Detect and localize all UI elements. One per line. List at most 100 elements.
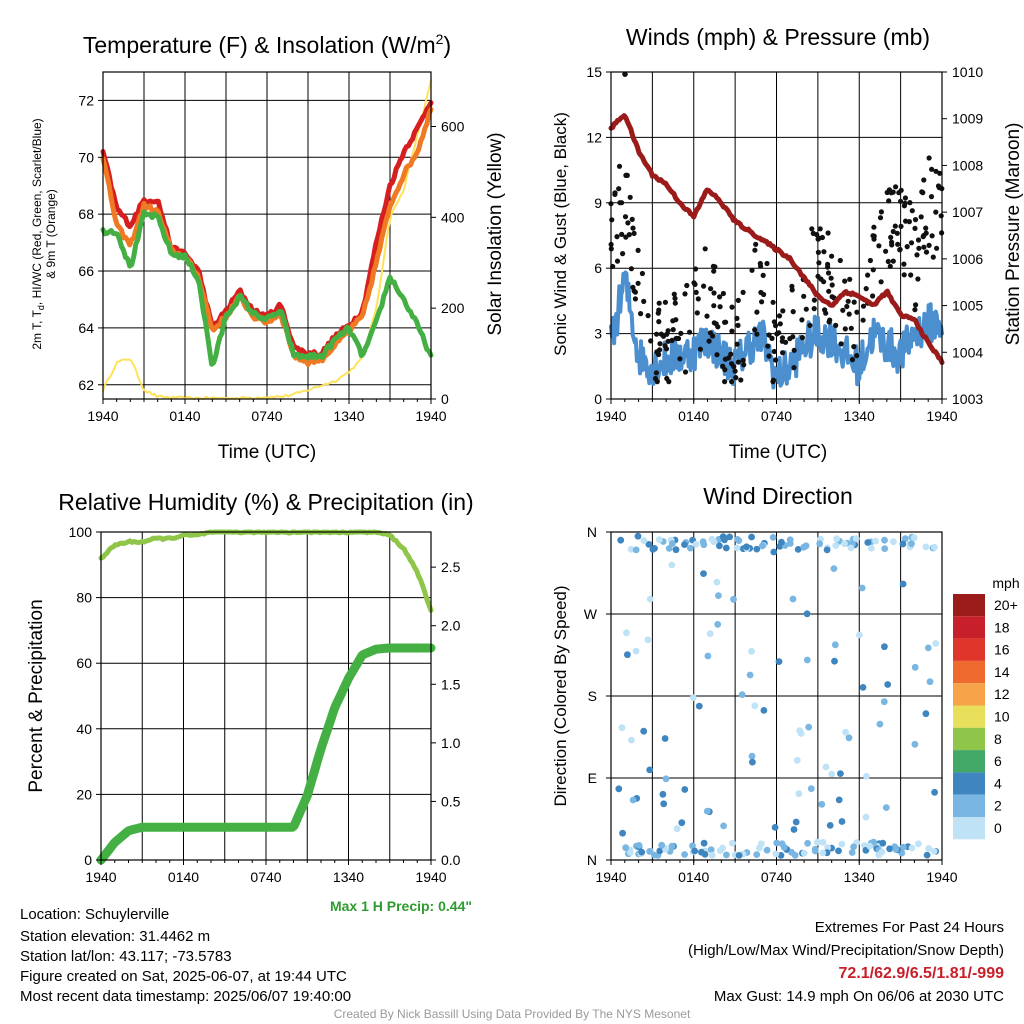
wind-gust-point-135: [766, 332, 772, 338]
rh-xtick-0: 1940: [85, 869, 116, 885]
temp-xtick-0: 1940: [87, 408, 118, 424]
dir-point-89: [899, 843, 907, 851]
wind-gust-point-242: [619, 200, 625, 206]
dir-point-228: [719, 533, 727, 541]
wind-gust-point-203: [732, 368, 738, 374]
wind-gust-point-173: [815, 249, 822, 255]
dir-point-253: [819, 838, 827, 846]
wind-gust-point-260: [635, 247, 641, 253]
dir-point-184: [911, 740, 919, 748]
rh-ytick-1: 20: [76, 786, 92, 802]
extremes-values: 72.1/62.9/6.5/1.81/-999: [838, 965, 1004, 982]
dir-point-237: [658, 841, 666, 849]
wind-ytick-0: 0: [594, 391, 602, 407]
wind-gust-point-143: [901, 261, 907, 267]
dir-point-255: [875, 851, 883, 859]
wind-gust-point-288: [687, 329, 693, 335]
rh-title: Relative Humidity (%) & Precipitation (i…: [58, 489, 473, 515]
dir-point-159: [828, 770, 836, 778]
wind-gust-point-78: [616, 186, 622, 192]
wind-gust-point-4: [694, 310, 700, 316]
wind-y2tick-3: 1006: [952, 251, 983, 267]
wind-gust-point-228: [697, 346, 704, 352]
dir-point-96: [681, 851, 688, 858]
dir-point-167: [769, 534, 777, 541]
wind-gust-point-128: [892, 223, 898, 229]
extremes-title: Extremes For Past 24 Hours: [814, 919, 1004, 936]
wind-gust-point-36: [616, 163, 623, 169]
wind-gust-point-109: [865, 272, 871, 278]
wind-gust-point-152: [632, 296, 639, 302]
wind-gust-point-194: [829, 294, 835, 300]
wind-gust-point-131: [693, 289, 699, 295]
info-elevation: Station elevation: 31.4462 m: [20, 928, 211, 945]
dir-point-83: [716, 847, 724, 854]
info-recent: Most recent data timestamp: 2025/06/07 1…: [20, 988, 352, 1005]
wind-gust-point-64: [902, 195, 909, 201]
colorbar-label-1: 18: [994, 619, 1010, 635]
dir-point-214: [932, 640, 940, 647]
wind-gust-point-12: [711, 303, 717, 309]
dir-point-123: [644, 636, 652, 644]
wind-ytick-3: 9: [594, 195, 602, 211]
wind-gust-point-60: [923, 249, 930, 255]
dir-point-191: [638, 848, 646, 856]
wind-gust-point-202: [821, 249, 827, 255]
wind-gust-point-215: [860, 303, 867, 309]
dir-point-175: [619, 829, 626, 837]
dir-point-65: [707, 846, 715, 854]
dir-point-186: [858, 584, 866, 592]
wind-gust-point-181: [770, 299, 776, 305]
dir-point-113: [760, 707, 768, 714]
dir-point-195: [626, 849, 634, 856]
extremes-max-gust: Max Gust: 14.9 mph On 06/06 at 2030 UTC: [713, 988, 1004, 1005]
wind-gust-point-249: [670, 327, 676, 333]
dir-point-43: [922, 543, 930, 551]
temp-ytick-5: 72: [78, 92, 94, 108]
wind-gust-point-167: [787, 336, 793, 342]
wind-gust-point-277: [657, 347, 663, 353]
colorbar-label-4: 12: [994, 686, 1010, 702]
colorbar-swatch-7: [953, 750, 985, 773]
dir-point-259: [876, 720, 884, 728]
wind-gust-point-193: [851, 299, 857, 305]
wind-gust-point-151: [741, 362, 747, 368]
dir-point-185: [899, 580, 907, 588]
wind-gust-point-118: [776, 330, 782, 336]
wind-gust-point-26: [771, 348, 777, 355]
rh-y2tick-3: 1.5: [441, 676, 461, 692]
dir-point-40: [723, 851, 730, 859]
dir-point-246: [778, 538, 785, 546]
colorbar-label-8: 4: [994, 775, 1002, 791]
wind-gust-point-297: [810, 230, 816, 236]
rh-y2tick-1: 0.5: [441, 793, 461, 809]
wind-gust-point-72: [631, 230, 637, 236]
rh-ytick-0: 0: [84, 852, 92, 868]
dir-point-118: [818, 800, 826, 808]
temp-ytick-2: 66: [78, 263, 94, 279]
dir-point-140: [832, 542, 840, 549]
dir-point-0: [730, 595, 737, 603]
colorbar-swatch-4: [953, 683, 985, 706]
dir-point-209: [672, 546, 680, 554]
info-latlon: Station lat/lon: 43.117; -73.5783: [20, 948, 232, 965]
wind-gust-point-169: [682, 291, 688, 297]
wind-gust-point-132: [908, 240, 915, 246]
dir-point-154: [864, 539, 872, 546]
wind-gust-point-183: [870, 267, 876, 273]
dir-point-49: [931, 543, 938, 551]
temp-series-line-1: [100, 106, 434, 367]
dir-point-218: [720, 822, 727, 830]
wind-gust-point-27: [825, 230, 831, 236]
wind-gust-point-293: [846, 311, 852, 317]
dir-point-78: [701, 851, 709, 858]
wind-gust-point-298: [840, 307, 846, 313]
wind-gust-point-52: [929, 166, 935, 172]
wind-gust-point-80: [663, 346, 670, 352]
wind-gust-point-227: [717, 294, 723, 300]
dir-point-206: [908, 540, 915, 548]
wind-gust-point-89: [870, 293, 876, 299]
dir-point-88: [735, 537, 743, 544]
wind-gust-point-196: [753, 241, 759, 247]
